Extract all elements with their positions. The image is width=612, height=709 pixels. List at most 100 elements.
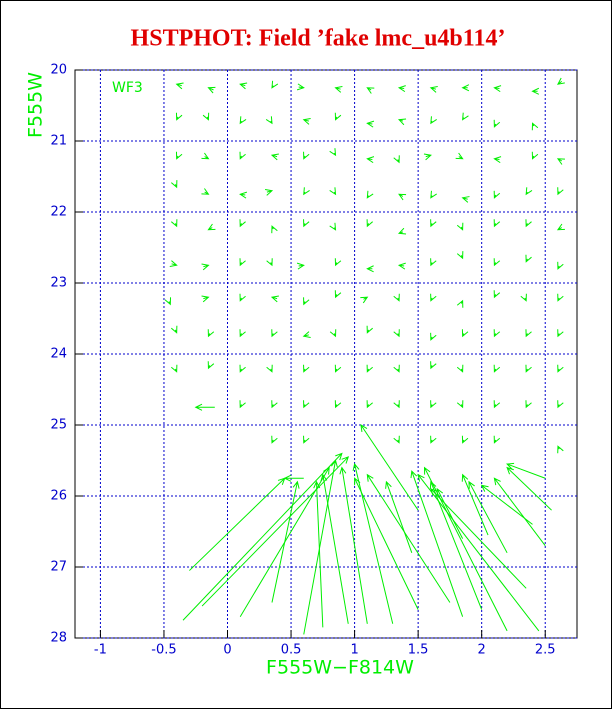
vector-arrow xyxy=(430,488,527,589)
vector-arrow xyxy=(531,151,539,160)
vector-arrow xyxy=(366,364,373,373)
vector-arrow xyxy=(397,227,407,235)
vector-arrow xyxy=(436,487,464,539)
vector-arrow xyxy=(201,152,210,160)
vector-arrow xyxy=(175,151,183,160)
vector-arrow xyxy=(493,258,501,267)
vector-arrow xyxy=(525,219,532,228)
vector-arrow xyxy=(429,86,438,93)
vector-arrow xyxy=(525,254,532,263)
vector-arrow xyxy=(393,435,400,444)
vector-arrow xyxy=(189,477,286,571)
x-tick-label: 1.5 xyxy=(408,643,429,658)
vector-arrow xyxy=(430,293,437,302)
y-tick-label: 28 xyxy=(50,631,67,646)
vector-arrow xyxy=(366,156,375,164)
vector-arrow xyxy=(175,112,183,121)
vector-arrow xyxy=(557,445,564,454)
vector-arrow xyxy=(266,258,273,267)
vector-arrow xyxy=(339,466,368,624)
vector-arrow xyxy=(456,299,464,308)
vector-arrow xyxy=(385,480,413,553)
vector-arrow xyxy=(265,188,274,196)
vector-arrow xyxy=(207,86,216,94)
vector-arrow xyxy=(430,219,437,228)
vector-arrow xyxy=(493,364,501,373)
vector-arrow xyxy=(303,400,310,409)
vector-arrow xyxy=(283,474,304,482)
vector-arrow xyxy=(360,424,419,511)
vector-arrow xyxy=(175,82,184,90)
vector-arrow xyxy=(271,329,278,338)
vector-arrow xyxy=(393,293,400,302)
y-tick-label: 24 xyxy=(50,347,67,362)
vector-arrow xyxy=(271,225,278,234)
vector-arrow xyxy=(320,473,349,624)
plot-frame xyxy=(74,69,578,639)
vector-arrow xyxy=(366,120,375,128)
vector-arrow xyxy=(462,112,469,121)
vector-arrow xyxy=(455,152,464,160)
vector-arrow xyxy=(531,122,539,131)
y-tick-label: 25 xyxy=(50,418,67,433)
vector-arrow xyxy=(461,196,470,203)
vector-arrow xyxy=(456,222,464,231)
vector-arrow xyxy=(266,364,273,373)
vector-arrow xyxy=(366,473,451,603)
vector-arrow xyxy=(393,329,400,338)
vector-arrow xyxy=(303,187,310,196)
vector-arrow xyxy=(557,293,564,302)
vector-arrow xyxy=(239,82,248,90)
vector-arrow xyxy=(271,80,279,89)
vector-arrow xyxy=(366,87,375,94)
vector-arrow xyxy=(520,293,527,302)
vector-arrow xyxy=(302,117,311,125)
vector-arrow xyxy=(302,331,311,338)
vector-arrow xyxy=(493,477,546,547)
vector-arrow xyxy=(329,187,337,196)
vector-arrow xyxy=(303,297,310,306)
vector-arrow xyxy=(456,251,464,260)
vector-arrow xyxy=(303,435,310,444)
vector-arrow xyxy=(557,400,564,409)
x-axis-label: F555W−F814W xyxy=(266,657,414,679)
vector-arrow xyxy=(493,219,501,228)
vector-arrow xyxy=(493,329,501,338)
vector-arrow xyxy=(239,258,246,267)
vector-arrow xyxy=(461,473,489,536)
vector-arrow xyxy=(423,153,432,161)
vector-arrow xyxy=(456,364,464,373)
vector-arrow xyxy=(170,325,178,334)
vector-arrow xyxy=(398,193,407,201)
vector-arrow xyxy=(303,459,338,635)
vector-arrow xyxy=(430,258,437,267)
annotation: WF3 xyxy=(112,80,143,96)
vector-arrow xyxy=(493,290,501,299)
vector-arrow xyxy=(366,190,374,199)
vector-arrow xyxy=(239,151,246,160)
vector-arrow xyxy=(239,293,246,302)
y-tick-label: 26 xyxy=(50,489,67,504)
vector-arrow xyxy=(456,400,464,409)
vector-arrow xyxy=(303,219,310,228)
vector-arrow xyxy=(461,329,469,338)
vector-arrow xyxy=(366,265,374,273)
vector-arrow xyxy=(334,364,342,373)
vector-arrow xyxy=(506,462,546,479)
vector-arrow xyxy=(329,148,337,157)
vector-arrow xyxy=(366,325,373,334)
vector-arrow xyxy=(461,435,469,444)
vector-arrow xyxy=(239,364,246,373)
vector-arrow xyxy=(557,77,565,85)
vector-arrow xyxy=(430,190,437,199)
vector-arrow xyxy=(493,190,501,199)
vector-arrow xyxy=(468,480,508,554)
vector-arrow xyxy=(194,403,215,411)
vector-arrow xyxy=(334,112,342,121)
vector-arrow xyxy=(366,400,373,409)
vector-arrow xyxy=(430,116,437,125)
vector-arrow xyxy=(480,484,533,525)
vector-arrow xyxy=(271,480,300,603)
vector-arrow xyxy=(202,112,210,121)
